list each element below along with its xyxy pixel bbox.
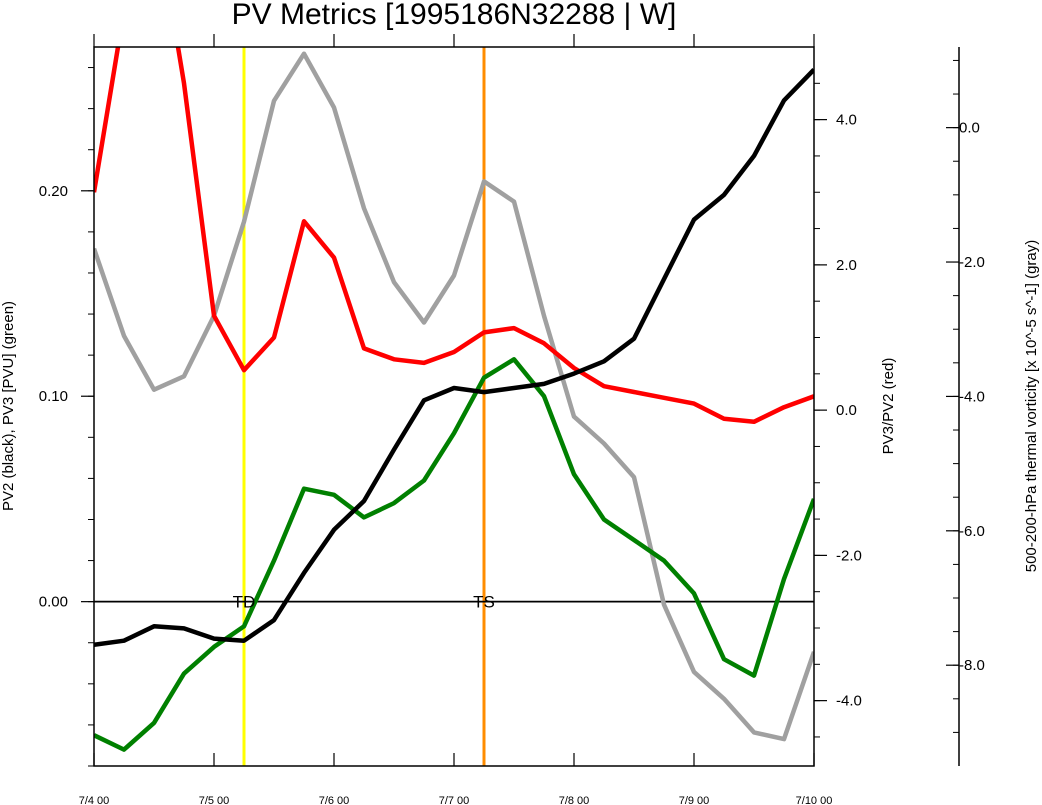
- right2-tick-label: -2.0: [959, 254, 985, 271]
- right-axis-title: PV3/PV2 (red): [880, 358, 897, 455]
- right-tick-label: -4.0: [836, 693, 862, 710]
- left-tick-label: 0.10: [39, 388, 68, 405]
- x-tick-label: 7/5 00: [199, 795, 230, 805]
- right2-tick-label: -4.0: [959, 388, 985, 405]
- right2-tick-label: -8.0: [959, 657, 985, 674]
- right-tick-label: 2.0: [836, 257, 857, 274]
- x-tick-label: 7/10 00: [796, 795, 833, 805]
- right2-tick-label: 0.0: [959, 120, 980, 137]
- x-tick-label: 7/4 00: [79, 795, 110, 805]
- right-tick-label: -2.0: [836, 547, 862, 564]
- left-tick-label: 0.20: [39, 183, 68, 200]
- annotation-ts: TS: [473, 593, 495, 612]
- x-tick-label: 7/8 00: [559, 795, 590, 805]
- right2-tick-label: -6.0: [959, 523, 985, 540]
- series-line-1: [94, 68, 814, 648]
- series-line-2: [94, 357, 814, 752]
- left-axis-title: PV2 (black), PV3 [PVU] (green): [0, 301, 17, 511]
- ticks-layer: 7/4 00 7/5 00 7/6 00 7/7 00 7/8 00 7/9 00 7/10…: [39, 34, 985, 805]
- x-tick-label: 7/9 00: [679, 795, 710, 805]
- right2-axis-title: 500-200-hPa thermal vorticity [x 10^-5 s…: [1023, 240, 1040, 573]
- chart-title: PV Metrics [1995186N32288 | W]: [232, 0, 677, 31]
- annotation-td: TD: [233, 593, 256, 612]
- x-tick-label: 7/6 00: [319, 795, 350, 805]
- right-tick-label: 4.0: [836, 112, 857, 129]
- plot-area: TD TS: [94, 47, 814, 766]
- left-tick-label: 0.00: [39, 594, 68, 611]
- x-tick-label: 7/7 00: [439, 795, 470, 805]
- right-tick-label: 0.0: [836, 402, 857, 419]
- series-line-3: [94, 47, 814, 425]
